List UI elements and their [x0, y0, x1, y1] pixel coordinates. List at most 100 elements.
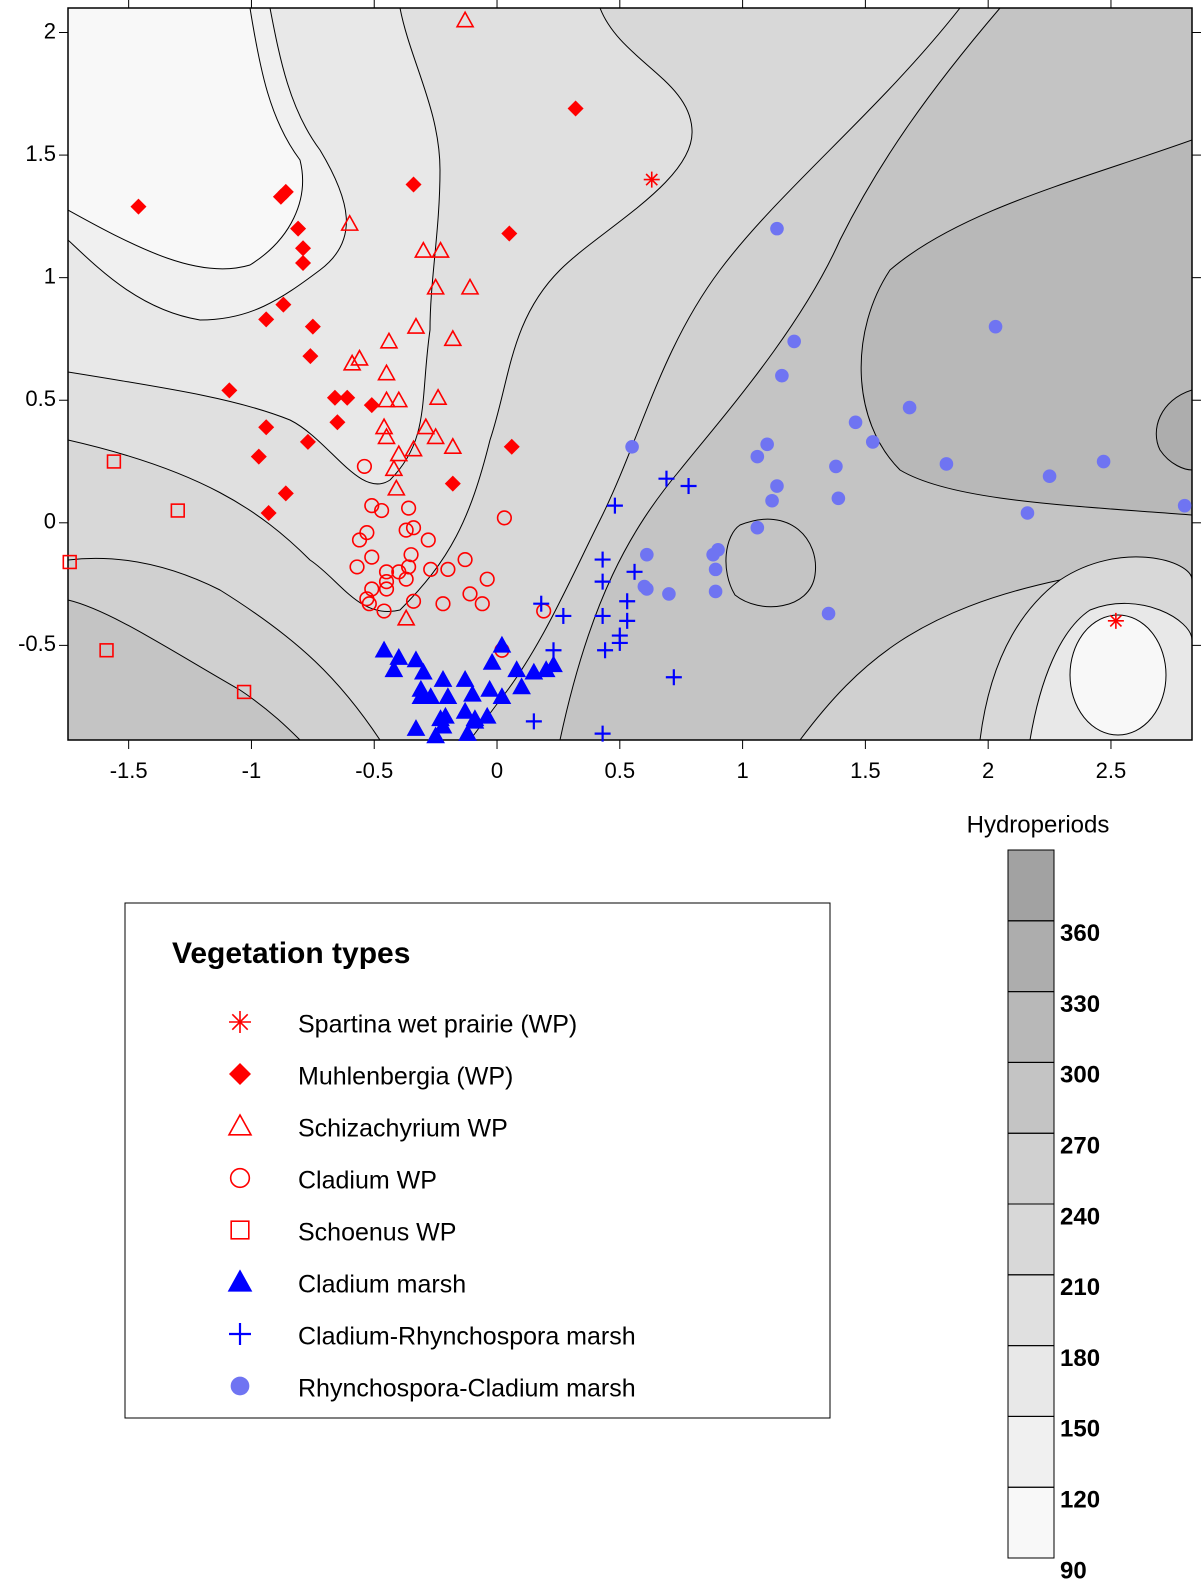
marker-part [750, 520, 765, 535]
point [455, 670, 475, 687]
point [594, 607, 611, 624]
point [458, 723, 477, 741]
point [597, 642, 614, 659]
marker-part [492, 635, 512, 653]
point [902, 400, 917, 415]
point [426, 277, 445, 295]
x-tick-label: 1 [736, 758, 748, 783]
point [295, 254, 312, 271]
contour-band [725, 518, 817, 608]
point [99, 643, 114, 658]
point [626, 563, 643, 580]
marker-part [443, 329, 463, 347]
y-tick-label: 2 [44, 18, 56, 43]
legend-marker [227, 1113, 253, 1136]
marker-part [1020, 506, 1035, 520]
marker-part [637, 579, 652, 594]
legend-label: Cladium-Rhynchospora marsh [298, 1323, 636, 1351]
point [625, 440, 639, 454]
marker-part [229, 1063, 251, 1085]
point [364, 581, 380, 597]
point [775, 368, 789, 383]
point [988, 319, 1003, 334]
y-tick-label: -0.5 [18, 631, 56, 656]
point [413, 662, 433, 680]
marker-part [474, 596, 490, 612]
point [275, 296, 292, 313]
marker-part [304, 318, 321, 335]
marker-part [458, 723, 477, 741]
marker-part [479, 571, 495, 587]
marker-part [787, 334, 801, 349]
colorbar-band [1007, 920, 1055, 993]
marker-part [227, 1269, 253, 1292]
point [492, 687, 512, 705]
marker-part [404, 439, 423, 457]
y-tick-label: 1 [44, 263, 56, 288]
marker-part [708, 562, 723, 577]
marker-part [496, 510, 512, 526]
marker-part [386, 478, 406, 496]
point [404, 439, 423, 457]
marker-part [221, 382, 238, 399]
marker-part [625, 440, 639, 454]
point [374, 640, 394, 658]
point [501, 225, 518, 242]
x-tick-label: 0 [491, 758, 503, 783]
point [406, 719, 426, 736]
marker-part [329, 414, 346, 431]
marker-part [420, 532, 436, 548]
marker-part [378, 581, 395, 597]
marker-part [295, 254, 312, 271]
point [433, 716, 453, 734]
legend-label: Cladium marsh [298, 1271, 466, 1299]
marker-part [482, 652, 502, 670]
point [765, 493, 779, 508]
x-tick-label: 2.5 [1096, 758, 1127, 783]
point [465, 709, 485, 727]
marker-part [379, 331, 399, 349]
marker-part [389, 444, 409, 462]
point [533, 595, 550, 612]
point [708, 562, 723, 577]
marker-part [295, 240, 312, 257]
point [130, 198, 147, 215]
point [706, 547, 720, 562]
point [426, 726, 445, 744]
colorbar-band [1007, 1415, 1055, 1488]
point [236, 684, 252, 700]
point [594, 551, 611, 568]
marker-part [406, 650, 426, 668]
legend-marker [229, 1063, 251, 1085]
point [339, 389, 356, 406]
point [462, 586, 478, 602]
marker-part [299, 433, 316, 450]
point [378, 564, 395, 580]
marker-part [99, 643, 114, 658]
point [939, 457, 954, 471]
colorbar-band [1007, 1345, 1055, 1417]
point [545, 642, 562, 659]
point [1177, 498, 1192, 513]
contour-band [1069, 614, 1167, 736]
point [567, 100, 584, 117]
point [455, 701, 475, 719]
point [420, 532, 436, 548]
point [496, 510, 512, 526]
marker-part [501, 225, 518, 242]
point [431, 241, 450, 258]
legend-marker [229, 1167, 251, 1189]
point [304, 318, 321, 335]
point [760, 437, 774, 452]
marker-part [821, 606, 836, 621]
point [463, 684, 482, 702]
marker-part [378, 574, 395, 590]
contour-band [68, 8, 304, 270]
point [680, 478, 697, 495]
marker-part [428, 388, 448, 405]
marker-part [708, 584, 723, 599]
legend: Spartina wet prairie (WP) Muhlenbergia (W… [227, 1011, 636, 1403]
marker-part [706, 547, 720, 562]
marker-part [374, 502, 390, 519]
